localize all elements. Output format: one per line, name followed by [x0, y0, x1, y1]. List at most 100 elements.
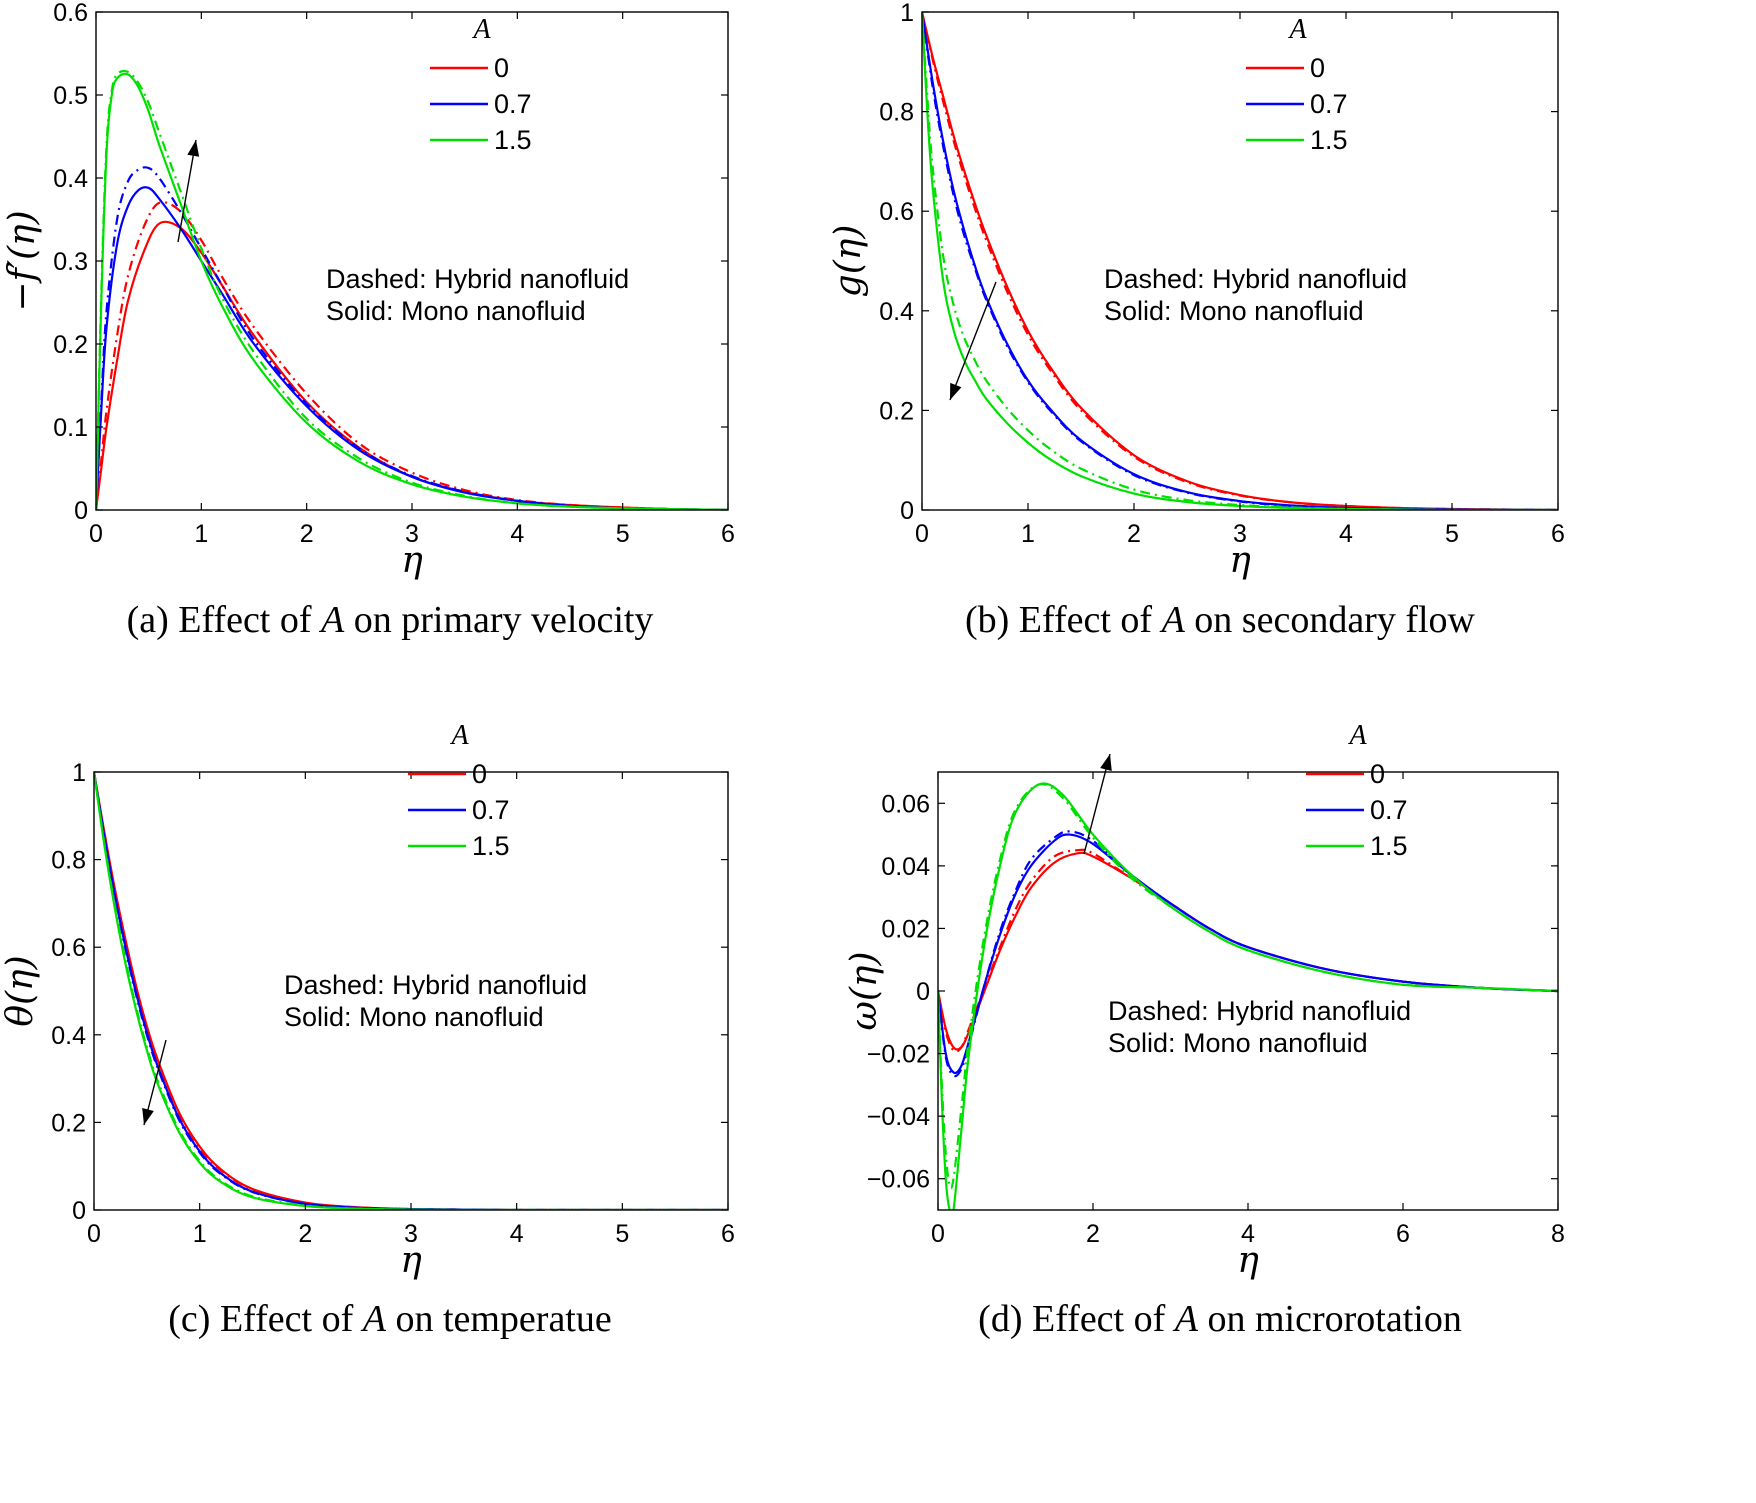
- x-tick-label: 3: [1233, 520, 1247, 548]
- x-axis-label: η: [401, 540, 423, 581]
- legend-label-A-0: 0: [1370, 759, 1385, 789]
- plot-frame: [95, 11, 729, 511]
- y-tick-label: −0.04: [867, 1103, 930, 1131]
- series-line-A-0-dashed: [922, 12, 1558, 510]
- y-tick-label: 0.5: [53, 82, 88, 110]
- y-tick-label: 0.3: [53, 248, 88, 276]
- chart-svg: 0 1 2 3 4 5 600.20.40.60.81ηg(η)A00.71.5Dashed…: [828, 0, 1565, 641]
- y-tick-label: 0.6: [51, 934, 86, 962]
- y-tick-label: 0.4: [879, 298, 914, 326]
- legend-label-A-1.5: 1.5: [472, 831, 510, 861]
- x-tick-label: 4: [1339, 520, 1353, 548]
- figure-caption: (b) Effect of A on secondary flow: [965, 599, 1476, 641]
- legend-label-A-0.7: 0.7: [1370, 795, 1408, 825]
- y-tick-label: 0.2: [51, 1109, 86, 1137]
- note-dashed: Dashed: Hybrid nanofluid: [284, 970, 587, 1000]
- x-tick-label: 1: [193, 1220, 207, 1248]
- y-tick-label: 0.8: [879, 99, 914, 127]
- chart-svg: 0 1 2 3 4 5 600.20.40.60.81ηθ(η)A00.71.5Dashed…: [0, 720, 735, 1340]
- y-axis-label: θ(η): [0, 955, 41, 1026]
- legend-label-A-0.7: 0.7: [494, 89, 532, 119]
- x-tick-label: 5: [615, 1220, 629, 1248]
- x-tick-label: 8: [1551, 1220, 1565, 1248]
- trend-arrow-shaft: [949, 281, 997, 401]
- y-tick-label: 0: [900, 497, 914, 525]
- x-tick-label: 1: [194, 520, 208, 548]
- y-tick-label: 0.04: [881, 853, 930, 881]
- plot-frame: [937, 771, 1559, 1211]
- legend: A0 0.7 1.5: [408, 720, 510, 861]
- x-tick-label: 2: [300, 520, 314, 548]
- y-axis-label: ω(η): [844, 951, 885, 1030]
- x-tick-label: 5: [616, 520, 630, 548]
- y-tick-label: 0: [74, 497, 88, 525]
- x-tick-label: 2: [1086, 1220, 1100, 1248]
- x-tick-label: 0: [915, 520, 929, 548]
- note-dashed: Dashed: Hybrid nanofluid: [1108, 996, 1411, 1026]
- y-axis-label: −f′(η): [2, 210, 43, 311]
- x-axis-label: η: [1237, 1240, 1259, 1281]
- chart-svg: 0 2 4 6 8−0.06−0.04−0.0200.020.040.06ηω(η)A0…: [844, 720, 1565, 1340]
- x-tick-label: 0: [931, 1220, 945, 1248]
- legend-label-A-0: 0: [472, 759, 487, 789]
- legend-title: A: [1287, 14, 1307, 45]
- y-axis-label: g(η): [828, 225, 869, 298]
- y-tick-label: 0.6: [879, 198, 914, 226]
- y-tick-label: −0.02: [867, 1041, 930, 1069]
- note-solid: Solid: Mono nanofluid: [1104, 296, 1364, 326]
- trend-arrow-head: [950, 382, 962, 400]
- y-tick-label: 1: [72, 759, 86, 787]
- note-solid: Solid: Mono nanofluid: [326, 296, 586, 326]
- y-tick-label: 0.6: [53, 0, 88, 27]
- y-tick-label: 0.8: [51, 847, 86, 875]
- x-tick-label: 6: [721, 1220, 735, 1248]
- series-group: [938, 782, 1558, 1210]
- figure-caption: (a) Effect of A on primary velocity: [127, 599, 654, 641]
- x-tick-label: 4: [1241, 1220, 1255, 1248]
- x-tick-label: 4: [510, 520, 524, 548]
- series-group: [922, 12, 1558, 510]
- series-group: [96, 70, 728, 510]
- legend-label-A-1.5: 1.5: [494, 125, 532, 155]
- y-tick-label: 0.4: [53, 165, 88, 193]
- legend-title: A: [471, 14, 491, 45]
- chart-panel-c: 0 1 2 3 4 5 6 0 0.2 0.4 0.6 0.8 1 η θ(η) A 0 0.7 1.5 Dashed…: [0, 720, 878, 1503]
- note-dashed: Dashed: Hybrid nanofluid: [326, 264, 629, 294]
- trend-arrow-head: [187, 140, 200, 157]
- chart-panel-d: 0 2 4 6 8 −0.06 −0.04 −0.02 0 0.02 0.04 0.06 η ω(η) A 0…: [844, 720, 1756, 1503]
- legend-label-A-0: 0: [494, 53, 509, 83]
- legend-label-A-0.7: 0.7: [472, 795, 510, 825]
- chart-svg: 0 1 2 3 4 5 600.10.20.30.40.50.6η−f′(η)A00.71.…: [2, 0, 735, 641]
- y-tick-label: 0.06: [881, 790, 930, 818]
- y-tick-label: 0: [72, 1197, 86, 1225]
- x-tick-label: 2: [298, 1220, 312, 1248]
- chart-panel-a: 0 1 2 3 4 5 6 0 0.1 0.2 0.3 0.4 0.5 0.6 η −f′(η) A 0 0.7 1.…: [0, 0, 878, 680]
- legend: A0 0.7 1.5: [1306, 720, 1408, 861]
- legend-label-A-1.5: 1.5: [1310, 125, 1348, 155]
- x-tick-label: 5: [1445, 520, 1459, 548]
- series-line-A-0.7-solid: [922, 12, 1558, 510]
- trend-arrow-head: [142, 1108, 154, 1125]
- x-tick-label: 4: [510, 1220, 524, 1248]
- series-line-A-1.5-solid: [922, 12, 1558, 510]
- series-line-A-0-dashed: [96, 201, 728, 510]
- x-tick-label: 6: [1396, 1220, 1410, 1248]
- x-tick-label: 0: [89, 520, 103, 548]
- x-tick-label: 0: [87, 1220, 101, 1248]
- series-line-A-0.7-dashed: [938, 830, 1558, 1078]
- x-axis-label: η: [400, 1240, 422, 1281]
- series-line-A-1.5-dashed: [96, 70, 728, 510]
- legend-label-A-0: 0: [1310, 53, 1325, 83]
- note-dashed: Dashed: Hybrid nanofluid: [1104, 264, 1407, 294]
- x-axis-label: η: [1229, 540, 1251, 581]
- x-tick-label: 6: [1551, 520, 1565, 548]
- legend: A0 0.7 1.5: [1246, 14, 1348, 155]
- y-tick-label: 0: [916, 978, 930, 1006]
- figure-caption: (c) Effect of A on temperatue: [168, 1298, 611, 1340]
- legend-title: A: [449, 720, 469, 751]
- note-solid: Solid: Mono nanofluid: [1108, 1028, 1368, 1058]
- plot-frame: [921, 11, 1559, 511]
- y-tick-label: 0.2: [879, 397, 914, 425]
- y-tick-label: −0.06: [867, 1166, 930, 1194]
- x-tick-label: 2: [1127, 520, 1141, 548]
